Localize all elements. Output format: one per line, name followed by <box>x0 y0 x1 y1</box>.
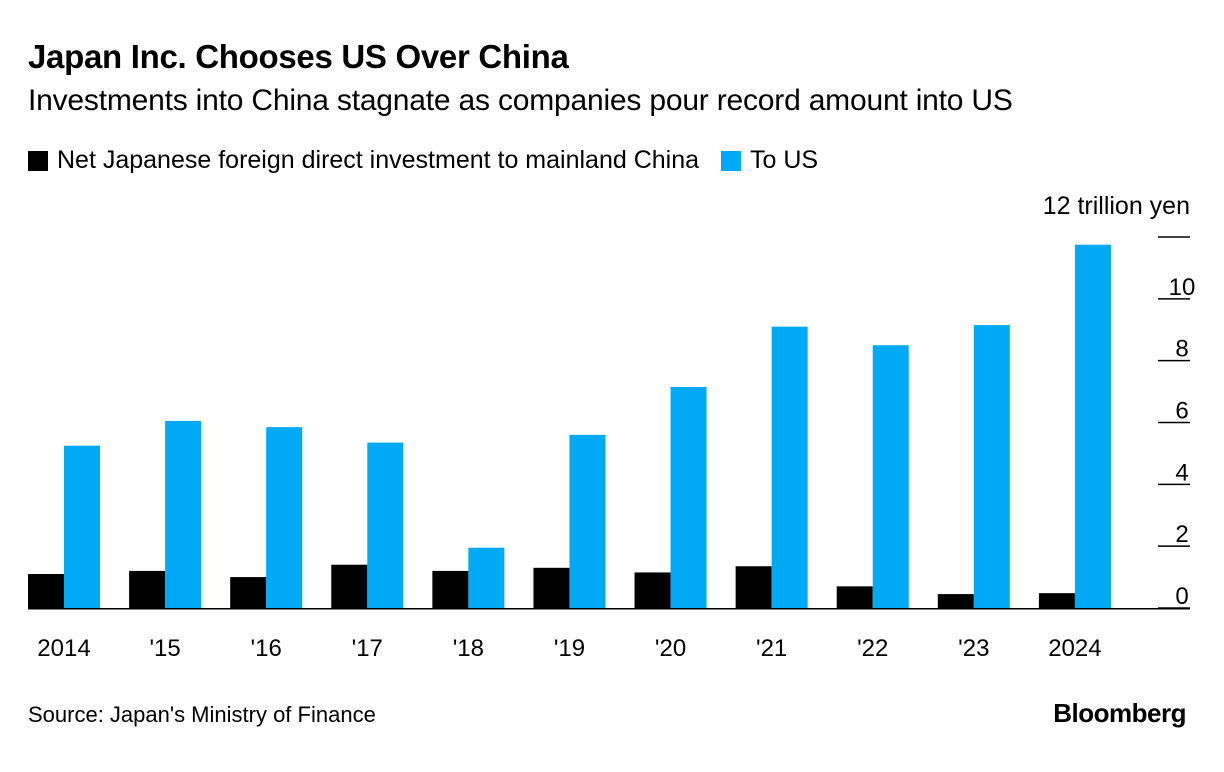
bar-china <box>432 570 469 608</box>
bloomberg-logo: Bloomberg <box>1053 698 1186 728</box>
bar-us <box>367 442 404 608</box>
bar-us <box>64 445 100 608</box>
legend-label-china: Net Japanese foreign direct investment t… <box>57 146 700 174</box>
x-tick-label: '16 <box>251 635 282 662</box>
y-tick-label: 8 <box>1175 336 1188 363</box>
y-axis-unit-label: 12 trillion yen <box>1042 192 1190 220</box>
legend-item-us: To US <box>721 146 818 175</box>
bar-us <box>468 547 505 608</box>
bar-china <box>836 586 873 608</box>
bar-us <box>872 345 909 608</box>
bar-china <box>1038 593 1075 608</box>
legend: Net Japanese foreign direct investment t… <box>28 146 840 175</box>
bar-china <box>937 594 974 608</box>
bar-us <box>165 420 202 608</box>
x-tick-label: '17 <box>352 635 383 662</box>
bar-china <box>230 577 267 608</box>
bar-us <box>973 325 1010 608</box>
legend-label-us: To US <box>750 146 819 174</box>
bar-us <box>1074 244 1111 608</box>
bar-us <box>771 326 808 608</box>
chart-subtitle: Investments into China stagnate as compa… <box>28 84 1013 117</box>
y-tick-label: 4 <box>1175 459 1188 486</box>
x-tick-label: '15 <box>149 635 180 662</box>
x-tick-label: '20 <box>655 635 686 662</box>
legend-item-china: Net Japanese foreign direct investment t… <box>28 146 699 175</box>
bar-china <box>634 572 671 608</box>
bar-us <box>569 434 606 608</box>
bar-china <box>735 566 772 608</box>
legend-swatch-us <box>721 150 742 171</box>
x-tick-label: 2024 <box>1048 635 1101 662</box>
y-tick-label: 6 <box>1175 398 1188 425</box>
y-tick-label: 10 <box>1169 274 1196 301</box>
bar-china <box>331 564 368 608</box>
x-tick-label: '18 <box>453 635 484 662</box>
y-tick-label: 2 <box>1175 521 1188 548</box>
x-tick-label: 2014 <box>37 635 90 662</box>
x-tick-label: '19 <box>554 635 585 662</box>
bar-china <box>533 567 570 608</box>
bar-china <box>28 573 64 608</box>
bar-china <box>129 570 166 608</box>
bar-us <box>670 386 707 608</box>
y-tick-label: 0 <box>1175 583 1188 610</box>
legend-swatch-china <box>28 150 48 171</box>
source-note: Source: Japan's Ministry of Finance <box>28 702 376 727</box>
x-tick-label: '21 <box>756 635 787 662</box>
bar-us <box>266 427 303 608</box>
x-tick-label: '22 <box>857 635 888 662</box>
chart-title: Japan Inc. Chooses US Over China <box>28 38 569 75</box>
x-tick-label: '23 <box>958 635 989 662</box>
